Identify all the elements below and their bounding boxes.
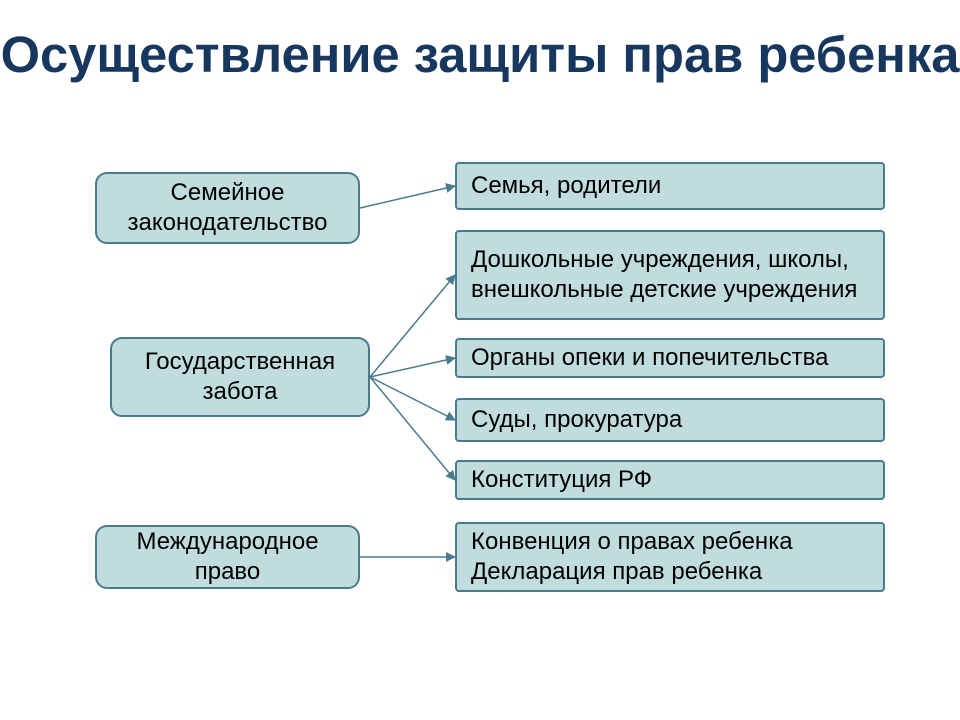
right-box-r6: Конвенция о правах ребенка Декларация пр…	[455, 522, 885, 592]
right-box-r3: Органы опеки и попечительства	[455, 338, 885, 378]
left-box-l3: Международное право	[95, 525, 360, 589]
slide-title: Осуществление защиты прав ребенка	[0, 26, 960, 84]
right-box-r2: Дошкольные учреждения, школы, внешкольны…	[455, 230, 885, 320]
box-label: Семья, родители	[471, 171, 661, 201]
right-box-r1: Семья, родители	[455, 162, 885, 210]
edge-L2-R2	[370, 275, 455, 377]
edge-L1-R1	[360, 186, 455, 208]
box-label: Конституция РФ	[471, 465, 652, 495]
box-label: Государственная забота	[126, 347, 354, 407]
slide-root: Осуществление защиты прав ребенка Семейн…	[0, 0, 960, 720]
box-label: Органы опеки и попечительства	[471, 343, 829, 373]
box-label: Дошкольные учреждения, школы, внешкольны…	[471, 245, 869, 305]
box-label: Суды, прокуратура	[471, 405, 682, 435]
right-box-r4: Суды, прокуратура	[455, 398, 885, 442]
left-box-l2: Государственная забота	[110, 337, 370, 417]
box-label: Конвенция о правах ребенка Декларация пр…	[471, 527, 793, 587]
right-box-r5: Конституция РФ	[455, 460, 885, 500]
edge-L2-R5	[370, 377, 455, 480]
edge-L2-R3	[370, 358, 455, 377]
box-label: Международное право	[111, 527, 344, 587]
left-box-l1: Семейное законодательство	[95, 172, 360, 244]
box-label: Семейное законодательство	[111, 178, 344, 238]
edge-L2-R4	[370, 377, 455, 420]
